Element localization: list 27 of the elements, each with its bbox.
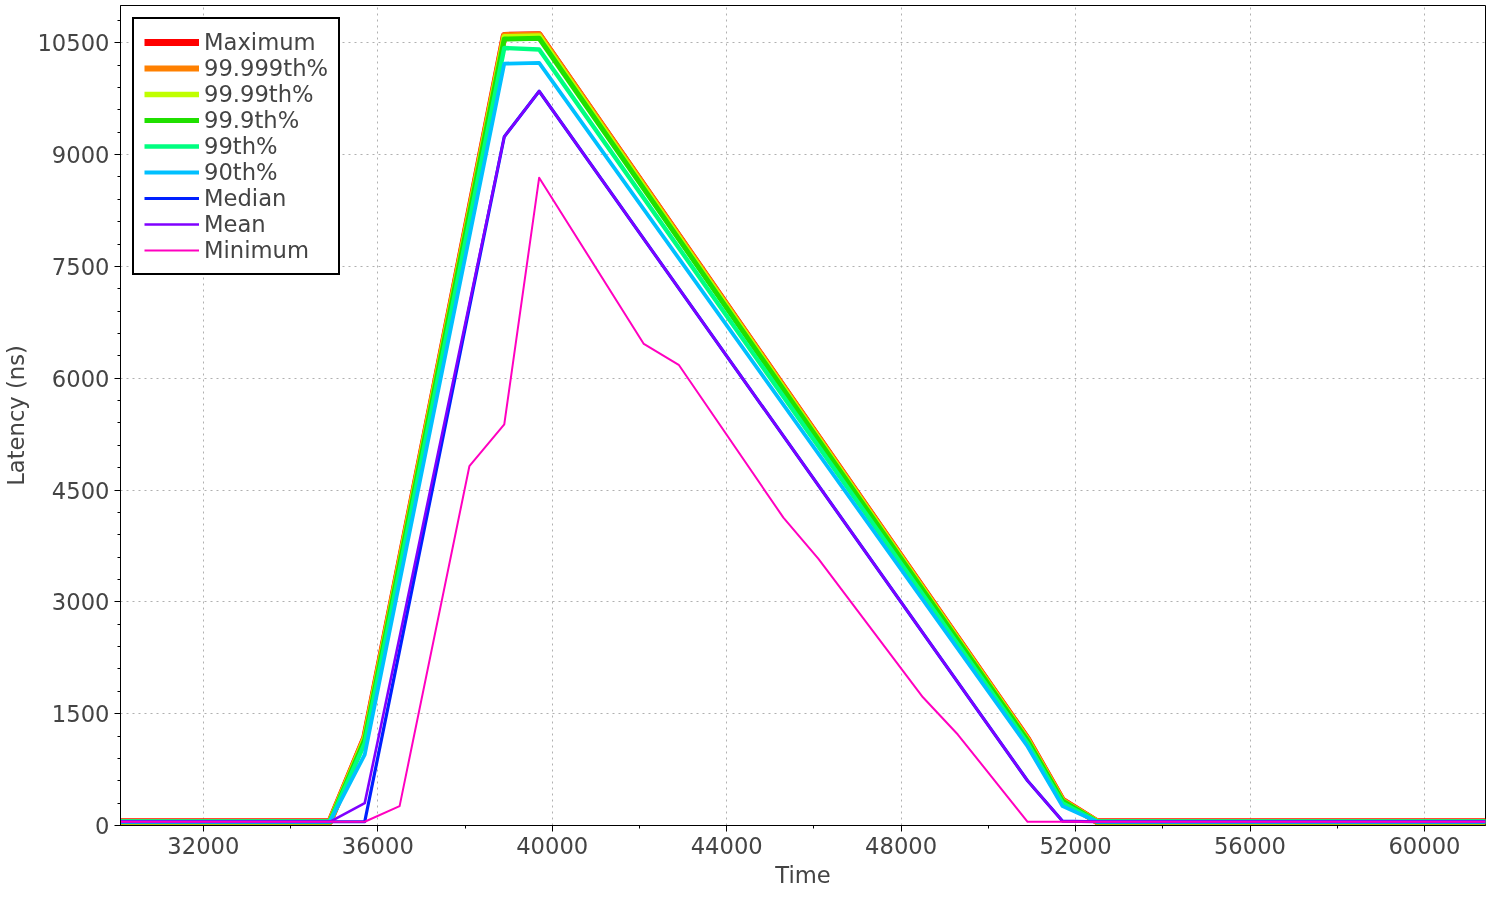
x-tick-label: 60000 — [1388, 832, 1461, 859]
legend-label: 99.999th% — [204, 55, 329, 81]
x-tick-label: 56000 — [1213, 832, 1287, 859]
x-tick-label: 52000 — [1039, 832, 1112, 859]
y-tick-label: 3000 — [51, 589, 110, 616]
y-tick-label: 1500 — [51, 701, 110, 728]
y-tick-label: 7500 — [51, 253, 110, 280]
legend-label: 99.99th% — [204, 81, 314, 107]
x-tick-label: 48000 — [865, 832, 938, 859]
legend-label: 99.9th% — [204, 107, 300, 133]
y-tick-label: 6000 — [51, 365, 110, 392]
legend-label: Mean — [204, 211, 266, 237]
legend-label: 99th% — [204, 133, 278, 159]
legend-label: 90th% — [204, 159, 278, 185]
y-tick-label: 9000 — [51, 142, 110, 169]
y-tick-label: 0 — [95, 813, 110, 839]
legend-label: Minimum — [204, 237, 309, 263]
x-tick-label: 36000 — [341, 832, 414, 859]
x-axis-title: Time — [774, 861, 831, 888]
legend-label: Median — [204, 185, 287, 211]
y-axis-title: Latency (ns) — [3, 345, 30, 486]
x-tick-label: 32000 — [167, 832, 240, 859]
y-tick-label: 10500 — [37, 30, 110, 57]
x-tick-label: 44000 — [690, 832, 763, 859]
legend-label: Maximum — [204, 29, 316, 55]
x-tick-label: 40000 — [516, 832, 589, 859]
y-tick-label: 4500 — [51, 477, 110, 504]
